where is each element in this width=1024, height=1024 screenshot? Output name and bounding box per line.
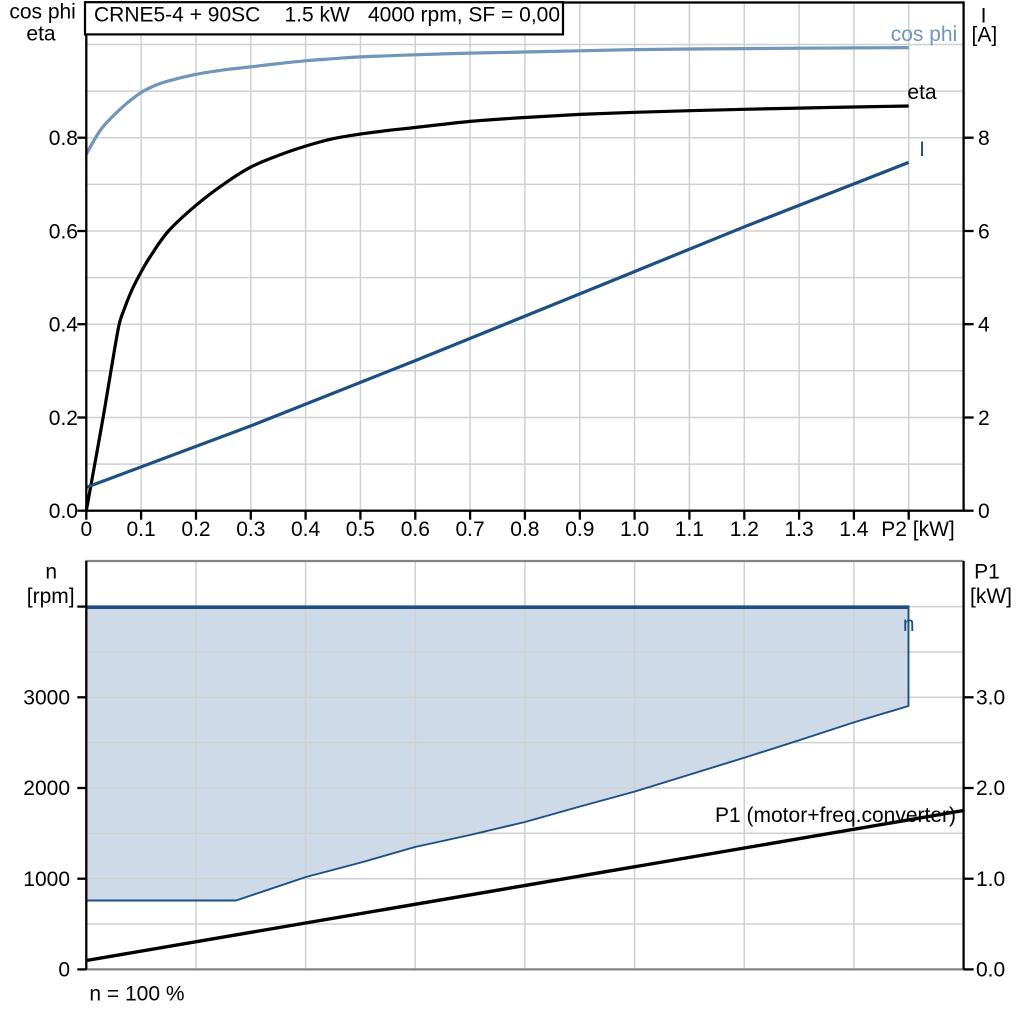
svg-text:[rpm]: [rpm] bbox=[27, 585, 75, 608]
svg-text:2000: 2000 bbox=[23, 777, 70, 800]
svg-text:I: I bbox=[981, 5, 987, 28]
svg-text:CRNE5-4 + 90SC: CRNE5-4 + 90SC bbox=[94, 3, 260, 26]
svg-text:0.1: 0.1 bbox=[126, 518, 155, 541]
svg-text:cos phi: cos phi bbox=[891, 23, 958, 46]
svg-text:0.4: 0.4 bbox=[291, 518, 321, 541]
svg-text:3.0: 3.0 bbox=[976, 687, 1005, 710]
svg-text:0.2: 0.2 bbox=[181, 518, 210, 541]
svg-text:1.5 kW: 1.5 kW bbox=[285, 3, 351, 26]
svg-text:4000 rpm, SF = 0,00: 4000 rpm, SF = 0,00 bbox=[368, 3, 560, 26]
svg-text:eta: eta bbox=[26, 22, 56, 45]
svg-text:[kW]: [kW] bbox=[970, 585, 1012, 608]
svg-text:eta: eta bbox=[907, 81, 937, 104]
svg-text:0.4: 0.4 bbox=[49, 314, 79, 337]
svg-text:1.0: 1.0 bbox=[976, 868, 1005, 891]
svg-text:n: n bbox=[45, 560, 57, 583]
svg-text:2.0: 2.0 bbox=[976, 777, 1005, 800]
svg-text:0.3: 0.3 bbox=[236, 518, 265, 541]
svg-text:0.8: 0.8 bbox=[49, 127, 78, 150]
svg-text:0.6: 0.6 bbox=[49, 221, 78, 244]
svg-text:4: 4 bbox=[978, 314, 990, 337]
svg-text:0: 0 bbox=[80, 518, 92, 541]
svg-text:8: 8 bbox=[978, 127, 990, 150]
svg-text:0: 0 bbox=[58, 959, 70, 982]
svg-text:1000: 1000 bbox=[23, 868, 70, 891]
svg-text:0.2: 0.2 bbox=[49, 407, 78, 430]
svg-text:0: 0 bbox=[978, 500, 990, 523]
svg-text:n: n bbox=[903, 613, 915, 636]
svg-text:P1: P1 bbox=[974, 560, 1000, 583]
svg-text:0.8: 0.8 bbox=[510, 518, 539, 541]
svg-text:P1 (motor+freq.converter): P1 (motor+freq.converter) bbox=[715, 804, 956, 827]
svg-text:0.5: 0.5 bbox=[346, 518, 375, 541]
svg-text:1.0: 1.0 bbox=[620, 518, 649, 541]
svg-text:3000: 3000 bbox=[23, 687, 70, 710]
svg-text:1.2: 1.2 bbox=[730, 518, 759, 541]
svg-text:6: 6 bbox=[978, 221, 990, 244]
svg-text:cos phi: cos phi bbox=[9, 0, 76, 23]
svg-text:2: 2 bbox=[978, 407, 990, 430]
svg-text:0.7: 0.7 bbox=[455, 518, 484, 541]
svg-text:0.0: 0.0 bbox=[49, 500, 78, 523]
svg-text:[A]: [A] bbox=[972, 23, 998, 46]
svg-text:1.4: 1.4 bbox=[839, 518, 869, 541]
svg-text:0.6: 0.6 bbox=[401, 518, 430, 541]
svg-text:1.1: 1.1 bbox=[675, 518, 704, 541]
svg-text:P2 [kW]: P2 [kW] bbox=[881, 518, 955, 541]
svg-text:I: I bbox=[919, 138, 925, 161]
svg-text:n = 100 %: n = 100 % bbox=[89, 983, 184, 1006]
svg-text:1.3: 1.3 bbox=[784, 518, 813, 541]
svg-text:0.0: 0.0 bbox=[976, 959, 1005, 982]
svg-text:0.9: 0.9 bbox=[565, 518, 594, 541]
